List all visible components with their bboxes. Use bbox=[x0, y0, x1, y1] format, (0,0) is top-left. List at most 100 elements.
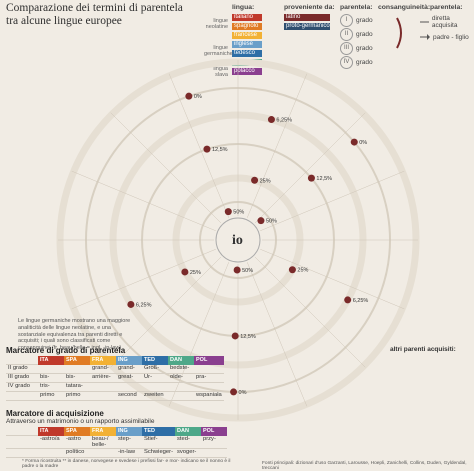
table-header-ted: TED bbox=[142, 427, 175, 436]
legend-language-label: inglese bbox=[234, 41, 254, 47]
grado-circle-icon: III bbox=[340, 41, 353, 55]
table-cell: svoger- bbox=[175, 448, 201, 458]
table-cell: step- bbox=[116, 435, 142, 449]
spoke bbox=[110, 112, 222, 224]
spoke bbox=[254, 112, 366, 224]
legend-grado-label: grado bbox=[356, 30, 373, 38]
table-cell bbox=[168, 391, 194, 401]
legend-grado-label: grado bbox=[356, 16, 373, 24]
legend-parentela2: parentela: bbox=[430, 4, 462, 13]
group-slave: lingua slava bbox=[213, 66, 228, 78]
table-cell: arrière- bbox=[90, 373, 116, 383]
page-title: Comparazione dei termini di parentela tr… bbox=[6, 2, 183, 27]
legend-provenienza-0: latino bbox=[284, 13, 335, 22]
percent-label: 50% bbox=[242, 268, 253, 274]
percent-dot-icon bbox=[288, 266, 296, 274]
source-note: Fonti principali: dizionari d'uso Garzan… bbox=[262, 461, 467, 471]
legend-language-label: spagnolo bbox=[234, 23, 259, 29]
percent-label: 0% bbox=[194, 94, 202, 100]
legend-grado-1: II grado bbox=[340, 27, 373, 41]
table-header-ing: ING bbox=[116, 427, 142, 436]
percent-label: 6,25% bbox=[276, 118, 292, 124]
spoke bbox=[71, 170, 216, 232]
legend-language-label: tedesco bbox=[234, 50, 256, 56]
table-cell: przy- bbox=[201, 435, 227, 449]
row-label: IV grado bbox=[6, 382, 38, 392]
percent-dot-icon bbox=[350, 138, 358, 146]
percent-markers: 50% 50% 50% 25% 25% 25% 12,5% 12,5% 12,5% 6,25% 6,… bbox=[127, 92, 369, 396]
table-header-fra: FRA bbox=[90, 427, 116, 436]
table-cell: great- bbox=[116, 373, 142, 383]
acq-table-subtitle: Attraverso un matrimonio o un rapporto a… bbox=[6, 418, 155, 425]
percent-dot-icon bbox=[344, 296, 352, 304]
legend-language-6: polacco bbox=[232, 67, 265, 76]
percent-label: 25% bbox=[297, 268, 308, 274]
table-header-fra: FRA bbox=[90, 356, 116, 365]
table-row: III grado bis-bis-arrière-great- Ur-olde-p… bbox=[6, 373, 224, 383]
footer-note: * Forma ricostruita ** in danese, norveg… bbox=[22, 459, 231, 469]
table-cell: zweiten bbox=[142, 391, 168, 401]
table-cell bbox=[64, 364, 90, 374]
legend-provenienza-head: proveniente da: bbox=[284, 4, 335, 11]
percent-label: 50% bbox=[233, 210, 244, 216]
percent-dot-icon bbox=[231, 332, 239, 340]
row-label bbox=[6, 391, 38, 401]
row-label bbox=[6, 448, 38, 458]
percent-label: 12,5% bbox=[316, 176, 332, 182]
percent-dot-icon bbox=[307, 174, 315, 182]
table-cell: Groß- bbox=[142, 364, 168, 374]
table-header-dan: DAN bbox=[175, 427, 201, 436]
table-header-ted: TED bbox=[142, 356, 168, 365]
table-cell: bis- bbox=[38, 373, 64, 383]
table-cell: beau-/ belle- bbox=[90, 435, 116, 449]
spoke bbox=[260, 248, 405, 310]
legend-language-1: spagnolo bbox=[232, 22, 265, 31]
padre-figlio-arrow-icon bbox=[420, 34, 430, 40]
center-label: io bbox=[232, 233, 243, 248]
spoke bbox=[168, 73, 230, 218]
table-header-spa: SPA bbox=[64, 427, 90, 436]
table-row: político -in-law Schwieger-svoger- bbox=[6, 448, 227, 458]
percent-dot-icon bbox=[251, 176, 259, 184]
table-row: IV grado tris-tatara- bbox=[6, 382, 224, 392]
percent-label: 6,25% bbox=[353, 298, 369, 304]
legend-rel-diretta: diretta acquisita bbox=[431, 15, 458, 29]
radial-spokes bbox=[58, 60, 418, 420]
table-cell: olde- bbox=[168, 373, 194, 383]
table-cell: tatara- bbox=[64, 382, 90, 392]
row-label: II grado bbox=[6, 364, 38, 374]
legend-provenienza-1: proto-germanico bbox=[284, 22, 335, 31]
spoke bbox=[246, 73, 308, 218]
table-header-ita: ITA bbox=[38, 356, 64, 365]
percent-dot-icon bbox=[127, 300, 135, 308]
group-neolatine: lingue neolatine bbox=[205, 18, 228, 30]
legend-language-label: polacco bbox=[234, 68, 255, 74]
center-circle bbox=[215, 217, 261, 263]
percent-dot-icon bbox=[181, 268, 189, 276]
percent-label: 50% bbox=[266, 219, 277, 225]
legend-rel-padre: padre - figlio bbox=[433, 33, 469, 41]
table-cell: -astro bbox=[64, 435, 90, 449]
percent-label: 12,5% bbox=[212, 147, 228, 153]
table-cell bbox=[116, 382, 142, 392]
table-cell: sted- bbox=[175, 435, 201, 449]
legend-grado-3: IV grado bbox=[340, 55, 373, 69]
table-cell: tris- bbox=[38, 382, 64, 392]
row-label: III grado bbox=[6, 373, 38, 383]
percent-dot-icon bbox=[267, 116, 275, 124]
acq-table-title: Marcatore di acquisizione bbox=[6, 409, 104, 418]
percent-dot-icon bbox=[185, 92, 193, 100]
legend-provenienza-label: proto-germanico bbox=[286, 23, 330, 29]
legend-language-label: italiano bbox=[234, 14, 254, 20]
table-cell bbox=[142, 382, 168, 392]
table-cell bbox=[194, 364, 224, 374]
table-cell: -astro/a bbox=[38, 435, 64, 449]
percent-dot-icon bbox=[257, 217, 265, 225]
germanic-note: Le lingue germaniche mostrano una maggio… bbox=[18, 318, 131, 352]
table-cell: bis- bbox=[64, 373, 90, 383]
legend-provenienza-label: latino bbox=[286, 14, 301, 20]
table-cell: -in-law bbox=[116, 448, 142, 458]
table-cell bbox=[90, 382, 116, 392]
